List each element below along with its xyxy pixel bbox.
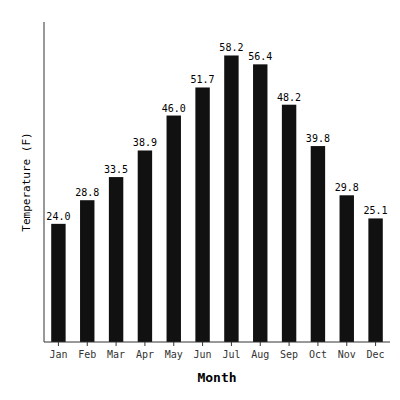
y-axis-label: Temperature (F) xyxy=(20,132,33,231)
x-axis-label: Month xyxy=(197,370,236,385)
bar xyxy=(311,146,325,342)
bar xyxy=(80,200,94,342)
bars xyxy=(51,55,383,342)
x-tick-label: Mar xyxy=(107,349,125,360)
x-tick-label: Jun xyxy=(194,349,212,360)
data-label: 25.1 xyxy=(364,205,388,216)
data-label: 58.2 xyxy=(219,42,243,53)
bar xyxy=(195,87,209,342)
x-tick xyxy=(144,342,145,346)
x-tick-label: Oct xyxy=(309,349,327,360)
x-axis-line xyxy=(44,342,390,343)
x-tick-label: Jan xyxy=(49,349,67,360)
chart-svg: 24.0 28.8 33.5 38.9 46.0 51.7 58.2 56.4 48.2 39.8… xyxy=(0,0,400,400)
x-tick-label: Feb xyxy=(78,349,96,360)
bar xyxy=(253,64,267,342)
bar xyxy=(368,218,382,342)
data-label: 24.0 xyxy=(46,211,70,222)
data-label: 46.0 xyxy=(162,103,186,114)
x-tick-label: May xyxy=(165,349,183,360)
data-label: 38.9 xyxy=(133,137,157,148)
bar xyxy=(51,224,65,342)
x-tick xyxy=(346,342,347,346)
bar xyxy=(282,105,296,342)
bar xyxy=(138,150,152,342)
x-tick xyxy=(317,342,318,346)
x-tick xyxy=(375,342,376,346)
x-tick xyxy=(231,342,232,346)
data-label: 48.2 xyxy=(277,92,301,103)
data-label: 56.4 xyxy=(248,51,272,62)
x-tick-label: Jul xyxy=(222,349,240,360)
bar xyxy=(224,55,238,342)
x-tick xyxy=(173,342,174,346)
bar xyxy=(109,177,123,342)
data-label: 51.7 xyxy=(191,74,215,85)
x-tick-label: Sep xyxy=(280,349,298,360)
x-tick-label: Dec xyxy=(367,349,385,360)
data-label: 29.8 xyxy=(335,182,359,193)
x-tick xyxy=(116,342,117,346)
bar xyxy=(340,195,354,342)
data-label: 28.8 xyxy=(75,187,99,198)
x-tick-label: Aug xyxy=(251,349,269,360)
data-label: 39.8 xyxy=(306,133,330,144)
x-tick xyxy=(87,342,88,346)
bar xyxy=(167,116,181,342)
x-tick-label: Apr xyxy=(136,349,154,360)
data-label: 33.5 xyxy=(104,164,128,175)
y-axis-line xyxy=(44,22,45,342)
x-tick xyxy=(58,342,59,346)
x-tick xyxy=(289,342,290,346)
x-tick xyxy=(202,342,203,346)
chart-container: 24.0 28.8 33.5 38.9 46.0 51.7 58.2 56.4 48.2 39.8… xyxy=(0,0,400,400)
x-tick xyxy=(260,342,261,346)
x-tick-label: Nov xyxy=(338,349,356,360)
